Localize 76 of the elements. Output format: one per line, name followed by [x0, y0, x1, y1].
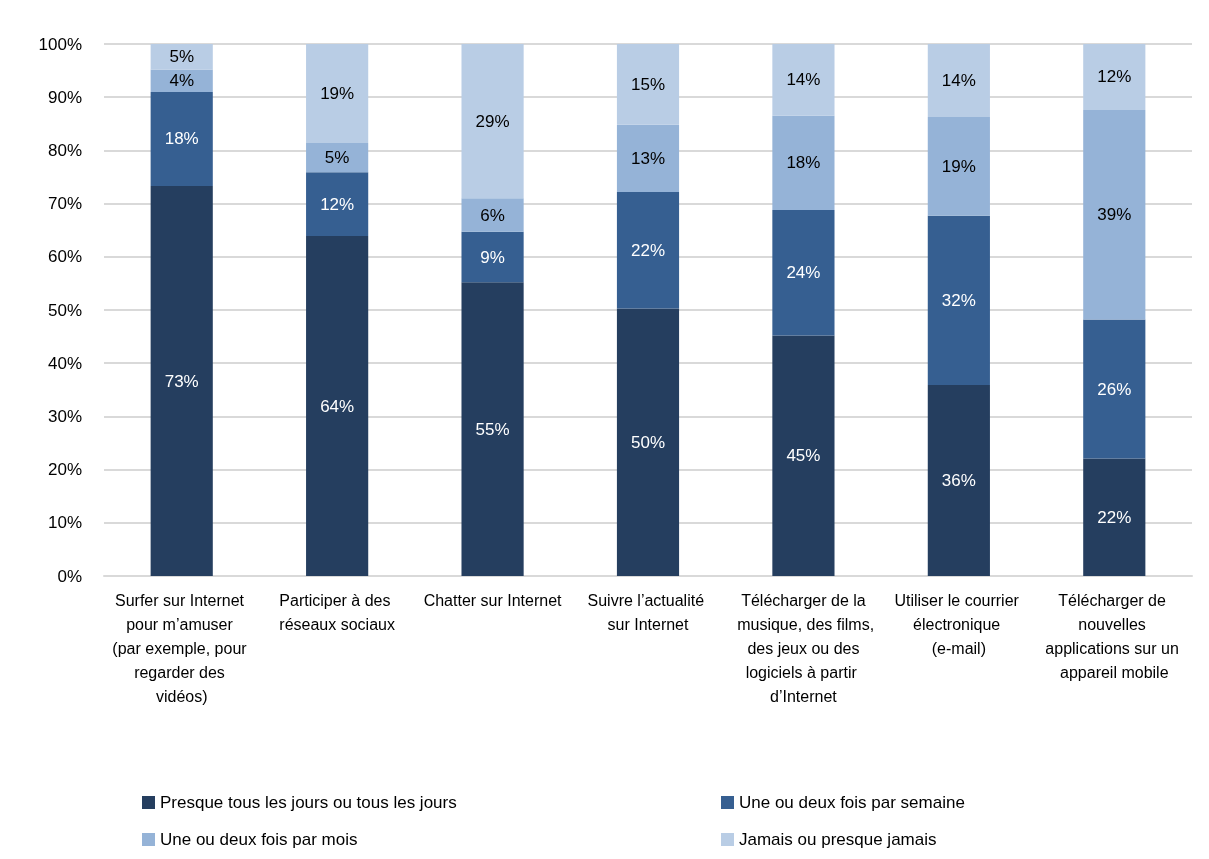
bar: [461, 44, 524, 199]
bar: [461, 198, 524, 232]
legend-label: Presque tous les jours ou tous les jours: [160, 793, 457, 812]
data-label: 12%: [320, 194, 355, 214]
bar: [772, 44, 835, 116]
data-label: 18%: [164, 129, 199, 149]
x-tick-label: Télécharger de nouvelles applications sur un appareil mobile: [1045, 591, 1184, 681]
data-label: 22%: [1097, 507, 1132, 527]
legend-label: Jamais ou presque jamais: [739, 830, 937, 849]
bar: [150, 91, 213, 187]
y-tick-label: 80%: [47, 140, 82, 160]
x-tick-label: Participer à des réseaux sociaux: [279, 591, 395, 633]
data-label: 9%: [480, 247, 505, 267]
bar: [772, 335, 835, 576]
x-tick-label: Chatter sur Internet: [423, 591, 563, 609]
bar: [772, 209, 835, 336]
y-tick-label: 60%: [47, 247, 82, 267]
bar: [616, 191, 680, 309]
data-label: 5%: [169, 47, 194, 67]
y-tick-label: 70%: [47, 194, 82, 214]
x-tick-label: Suivre l’actualité sur Internet: [587, 591, 709, 633]
bar: [616, 308, 680, 576]
data-label: 19%: [941, 156, 976, 176]
data-label: 55%: [475, 419, 510, 439]
x-tick-label: Télécharger de la musique, des films, des jeux ou des logiciels à partir d’Internet: [732, 591, 875, 705]
bar: [1083, 458, 1146, 576]
bar: [1083, 319, 1146, 459]
data-label: 14%: [786, 70, 821, 90]
bar: [1083, 109, 1146, 320]
data-label: 32%: [941, 290, 976, 310]
data-label: 19%: [320, 83, 355, 103]
data-label: 29%: [475, 111, 510, 131]
x-tick-label: Utiliser le courrier électronique (e-mail): [894, 591, 1024, 657]
bar: [306, 172, 369, 237]
bar: [927, 44, 990, 117]
data-label: 13%: [630, 148, 666, 168]
legend-label: Une ou deux fois par semaine: [739, 793, 965, 812]
y-tick-label: 90%: [47, 87, 82, 107]
bar: [927, 116, 990, 216]
data-label: 6%: [480, 205, 505, 225]
bar: [306, 236, 369, 576]
bar: [1083, 44, 1146, 110]
data-label: 15%: [630, 74, 666, 94]
data-label: 24%: [786, 263, 821, 283]
bar: [927, 385, 990, 576]
legend-label: Une ou deux fois par mois: [160, 830, 358, 849]
data-label: 14%: [941, 70, 976, 90]
data-label: 12%: [1097, 67, 1132, 87]
data-label: 50%: [630, 432, 666, 452]
data-label: 39%: [1097, 205, 1132, 225]
data-label: 64%: [320, 396, 355, 416]
data-label: 18%: [786, 153, 821, 173]
data-label: 5%: [324, 148, 350, 168]
y-tick-label: 100%: [38, 34, 82, 54]
bar: [306, 44, 369, 143]
data-label: 22%: [630, 240, 666, 260]
y-tick-label: 30%: [47, 406, 82, 426]
bar: [461, 282, 524, 576]
x-tick-label: Surfer sur Internet pour m’amuser (par exemple, pour regarder des vidéos): [112, 591, 252, 705]
bar: [616, 124, 680, 192]
y-tick-label: 10%: [47, 513, 82, 533]
data-label: 36%: [941, 471, 976, 491]
y-tick-label: 20%: [47, 460, 82, 480]
bar: [616, 44, 680, 125]
data-label: 26%: [1097, 379, 1132, 399]
bar: [772, 115, 835, 210]
y-tick-label: 0%: [57, 566, 82, 586]
data-label: 45%: [786, 446, 821, 466]
data-label: 73%: [164, 371, 199, 391]
y-tick-label: 40%: [47, 353, 82, 373]
bar: [461, 231, 524, 283]
bar: [150, 186, 213, 576]
bar: [150, 44, 213, 70]
bar: [927, 215, 990, 386]
data-label: 4%: [169, 71, 194, 91]
y-tick-label: 50%: [47, 300, 82, 320]
